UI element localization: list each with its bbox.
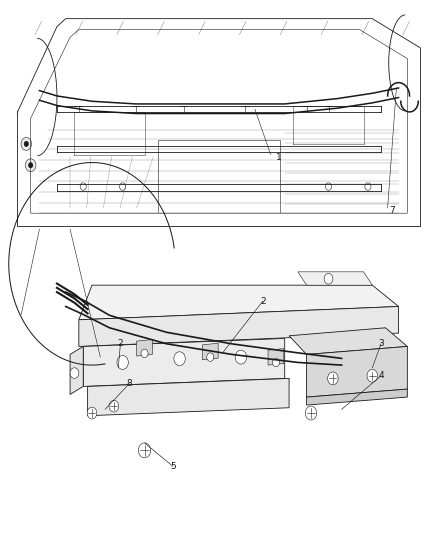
- Text: 5: 5: [170, 462, 176, 471]
- Circle shape: [24, 141, 28, 147]
- Polygon shape: [289, 328, 407, 354]
- Polygon shape: [79, 306, 399, 346]
- Circle shape: [324, 273, 333, 284]
- Circle shape: [174, 352, 185, 366]
- Circle shape: [367, 369, 378, 382]
- Text: 3: 3: [378, 340, 384, 348]
- Polygon shape: [79, 285, 399, 320]
- Circle shape: [235, 350, 247, 364]
- Circle shape: [365, 183, 371, 190]
- Circle shape: [120, 183, 126, 190]
- Circle shape: [28, 163, 33, 168]
- Circle shape: [141, 349, 148, 358]
- Circle shape: [325, 183, 332, 190]
- Circle shape: [80, 183, 86, 190]
- Polygon shape: [137, 340, 152, 356]
- Circle shape: [305, 406, 317, 420]
- Text: 8: 8: [126, 379, 132, 388]
- Text: 1: 1: [276, 153, 282, 161]
- Text: 7: 7: [389, 206, 395, 215]
- Circle shape: [272, 358, 279, 367]
- Circle shape: [87, 407, 97, 419]
- Circle shape: [21, 138, 32, 150]
- Polygon shape: [83, 338, 285, 386]
- Polygon shape: [70, 346, 83, 394]
- Circle shape: [117, 356, 128, 369]
- Circle shape: [138, 443, 151, 458]
- Polygon shape: [307, 389, 407, 405]
- Text: 2: 2: [118, 340, 123, 348]
- Polygon shape: [202, 343, 218, 360]
- Polygon shape: [307, 346, 407, 397]
- Circle shape: [25, 159, 36, 172]
- Text: 4: 4: [378, 372, 384, 380]
- Circle shape: [109, 400, 119, 412]
- Text: 2: 2: [260, 297, 265, 305]
- Polygon shape: [298, 272, 372, 285]
- Circle shape: [328, 372, 338, 385]
- Circle shape: [207, 353, 214, 361]
- Polygon shape: [88, 378, 289, 416]
- Circle shape: [70, 368, 79, 378]
- Polygon shape: [268, 349, 284, 365]
